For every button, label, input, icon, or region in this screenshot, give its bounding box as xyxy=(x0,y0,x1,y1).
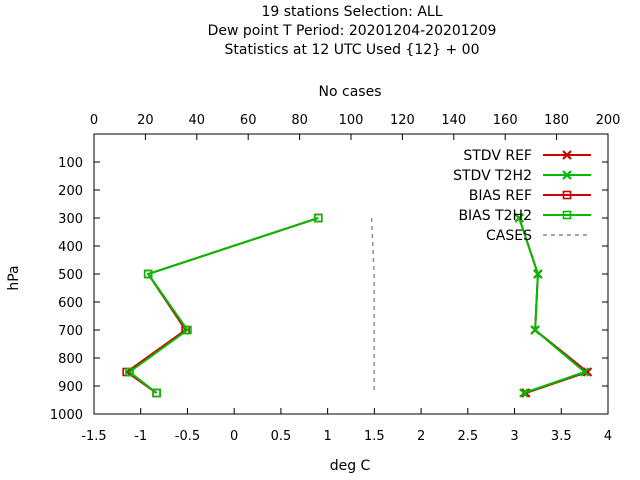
x-tick-label: 1.5 xyxy=(364,429,385,444)
bottom-axis-label: deg C xyxy=(330,458,371,474)
y-tick-label: 200 xyxy=(58,184,83,199)
x2-tick-label: 80 xyxy=(291,113,308,128)
y-tick-label: 500 xyxy=(58,268,83,283)
data-point xyxy=(152,388,161,398)
series-bias-t2h2 xyxy=(125,213,323,398)
x-tick-label: 3.5 xyxy=(551,429,572,444)
chart-title-line-2: Dew point T Period: 20201204-20201209 xyxy=(208,23,497,39)
legend-label: STDV REF xyxy=(463,148,532,164)
data-point xyxy=(183,325,192,335)
axis-ticks: -1.5 -1 -0.5 0 0.5 1 1.5 2 2.5 3 3.5 41002003004005… xyxy=(50,113,621,444)
data-point xyxy=(582,367,593,377)
x-tick-label: 3 xyxy=(510,429,518,444)
series-line xyxy=(370,217,375,393)
y-tick-label: 100 xyxy=(58,156,83,171)
data-point xyxy=(530,325,540,335)
chart-title-line-1: 19 stations Selection: ALL xyxy=(261,4,442,20)
data-point xyxy=(519,388,529,398)
x-tick-label: -1.5 xyxy=(81,429,106,444)
x-tick-label: -0.5 xyxy=(175,429,200,444)
x-tick-label: 2 xyxy=(417,429,425,444)
x-tick-label: 0.5 xyxy=(271,429,292,444)
data-point xyxy=(579,367,590,377)
legend: STDV REF STDV T2H2 BIAS REF BIAS T2H2 CASES xyxy=(453,148,591,244)
x-tick-label: 1 xyxy=(323,429,331,444)
legend-label: STDV T2H2 xyxy=(453,168,532,184)
y-tick-label: 700 xyxy=(58,324,83,339)
y-tick-label: 900 xyxy=(58,380,83,395)
x2-tick-label: 180 xyxy=(544,113,569,128)
data-point xyxy=(313,213,323,223)
y-tick-label: 1000 xyxy=(50,408,83,423)
legend-marker xyxy=(562,170,572,180)
x2-tick-label: 100 xyxy=(339,113,364,128)
x2-tick-label: 120 xyxy=(390,113,415,128)
x-tick-label: 4 xyxy=(604,429,612,444)
legend-label: BIAS T2H2 xyxy=(458,208,532,224)
x2-tick-label: 60 xyxy=(240,113,257,128)
data-point xyxy=(143,269,153,279)
series-cases xyxy=(370,217,375,393)
series-bias-ref xyxy=(122,213,323,398)
chart-title-line-3: Statistics at 12 UTC Used {12} + 00 xyxy=(224,42,479,58)
series-line xyxy=(518,217,587,394)
y-tick-label: 800 xyxy=(58,352,83,367)
legend-label: BIAS REF xyxy=(469,188,532,204)
left-axis-label: hPa xyxy=(6,265,22,290)
x2-tick-label: 20 xyxy=(137,113,154,128)
y-tick-label: 600 xyxy=(58,296,83,311)
legend-marker xyxy=(562,190,572,200)
data-point xyxy=(125,367,134,377)
data-point xyxy=(514,213,524,223)
y-tick-label: 400 xyxy=(58,240,83,255)
legend-marker xyxy=(562,210,572,220)
x-tick-label: 0 xyxy=(230,429,238,444)
x2-tick-label: 200 xyxy=(596,113,621,128)
x2-tick-label: 160 xyxy=(493,113,518,128)
y-tick-label: 300 xyxy=(58,212,83,227)
x-tick-label: 2.5 xyxy=(457,429,478,444)
top-axis-label: No cases xyxy=(319,84,382,100)
x2-tick-label: 0 xyxy=(90,113,98,128)
series-line xyxy=(127,217,319,394)
data-point xyxy=(533,269,543,279)
legend-marker xyxy=(562,150,572,160)
series-lines xyxy=(122,213,593,398)
x2-tick-label: 40 xyxy=(189,113,206,128)
x2-tick-label: 140 xyxy=(441,113,466,128)
legend-label: CASES xyxy=(486,228,532,244)
x-tick-label: -1 xyxy=(134,429,147,444)
series-stdv-t2h2 xyxy=(514,213,590,398)
series-line xyxy=(124,217,319,394)
